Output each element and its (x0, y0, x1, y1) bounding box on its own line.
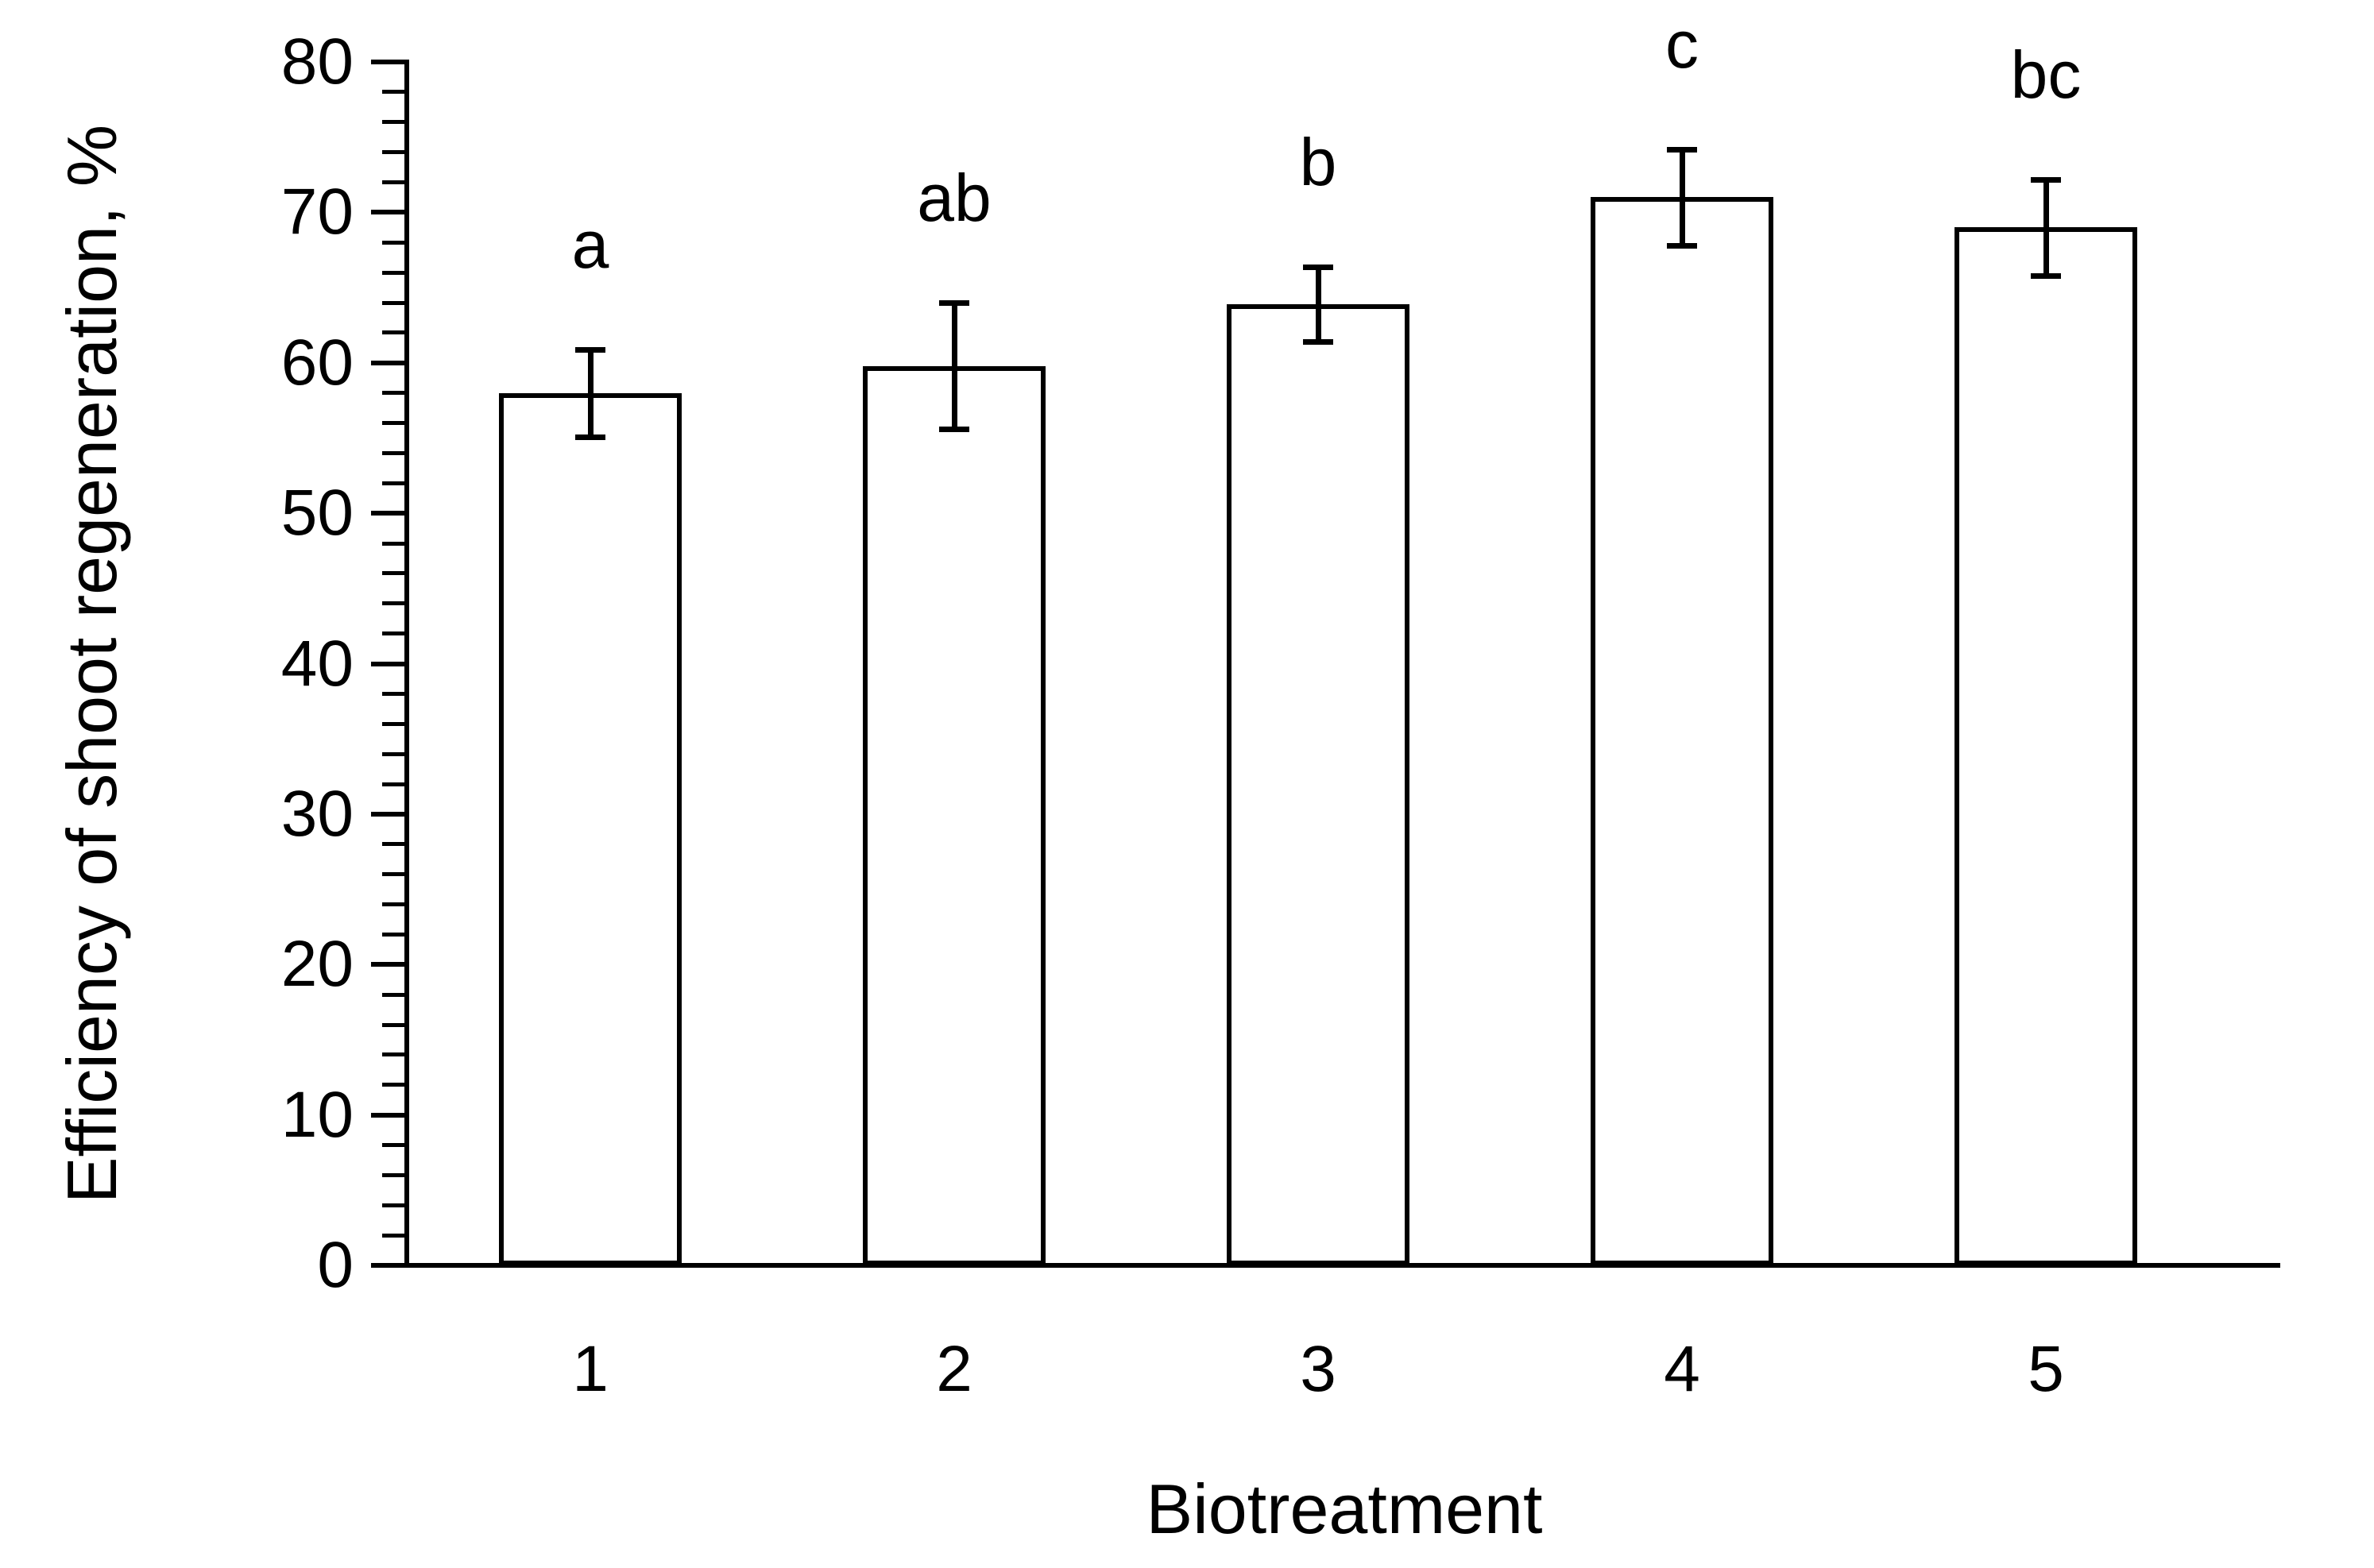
significance-letter: ab (917, 160, 992, 235)
y-minor-tick (382, 1022, 409, 1027)
y-minor-tick (382, 481, 409, 485)
x-tick-label: 3 (1300, 1333, 1336, 1405)
bar (1591, 197, 1773, 1265)
x-tick-label: 2 (936, 1333, 972, 1405)
error-bar-cap-bottom (575, 434, 605, 440)
error-bar (2043, 179, 2049, 276)
x-axis-line (404, 1263, 2280, 1268)
y-major-tick (371, 811, 409, 817)
y-minor-tick (382, 751, 409, 756)
bar (499, 392, 682, 1265)
y-minor-tick (382, 1233, 409, 1238)
y-minor-tick (382, 421, 409, 425)
error-bar-cap-top (575, 346, 605, 353)
error-bar-cap-bottom (939, 427, 969, 433)
x-tick-label: 1 (572, 1333, 609, 1405)
y-major-tick (371, 511, 409, 516)
y-major-tick (371, 60, 409, 64)
y-minor-tick (382, 300, 409, 305)
y-tick-label: 30 (280, 777, 354, 850)
bar (1954, 227, 2137, 1265)
x-tick-label: 4 (1664, 1333, 1700, 1405)
y-major-tick (371, 210, 409, 215)
bar (1227, 303, 1409, 1265)
y-major-tick (371, 360, 409, 365)
error-bar (1315, 266, 1321, 342)
error-bar-cap-top (2031, 176, 2061, 183)
y-minor-tick (382, 450, 409, 455)
y-tick-label: 50 (280, 477, 354, 550)
error-bar-cap-top (939, 300, 969, 306)
y-tick-label: 70 (280, 176, 354, 249)
error-bar (587, 349, 594, 437)
error-bar-cap-top (1667, 146, 1697, 153)
significance-letter: c (1665, 6, 1699, 82)
x-axis-title: Biotreatment (1146, 1470, 1543, 1548)
error-bar (1679, 149, 1685, 246)
y-minor-tick (382, 1052, 409, 1057)
error-bar (951, 303, 957, 430)
y-minor-tick (382, 902, 409, 906)
y-major-tick (371, 1263, 409, 1268)
error-bar-cap-bottom (2031, 272, 2061, 279)
error-bar-cap-top (1303, 264, 1333, 270)
y-minor-tick (382, 180, 409, 184)
y-minor-tick (382, 842, 409, 847)
y-minor-tick (382, 270, 409, 275)
y-major-tick (371, 1112, 409, 1118)
bar (863, 365, 1046, 1265)
y-minor-tick (382, 872, 409, 877)
significance-letter: a (571, 207, 609, 282)
y-minor-tick (382, 691, 409, 696)
y-minor-tick (382, 782, 409, 786)
y-minor-tick (382, 541, 409, 546)
y-minor-tick (382, 150, 409, 155)
significance-letter: bc (2010, 37, 2082, 112)
y-minor-tick (382, 601, 409, 606)
y-minor-tick (382, 631, 409, 636)
y-minor-tick (382, 120, 409, 125)
y-tick-label: 40 (280, 627, 354, 700)
y-minor-tick (382, 992, 409, 997)
y-tick-label: 0 (317, 1229, 354, 1301)
y-minor-tick (382, 330, 409, 335)
y-minor-tick (382, 1143, 409, 1147)
x-tick-label: 5 (2028, 1333, 2064, 1405)
y-minor-tick (382, 571, 409, 576)
error-bar-cap-bottom (1303, 339, 1333, 346)
significance-letter: b (1299, 124, 1337, 199)
y-minor-tick (382, 1083, 409, 1087)
y-major-tick (371, 661, 409, 666)
y-minor-tick (382, 240, 409, 245)
y-tick-label: 20 (280, 928, 354, 1001)
y-tick-label: 80 (280, 25, 354, 98)
y-major-tick (371, 962, 409, 967)
y-minor-tick (382, 932, 409, 937)
y-minor-tick (382, 90, 409, 95)
y-tick-label: 60 (280, 326, 354, 399)
y-minor-tick (382, 1203, 409, 1207)
y-minor-tick (382, 1172, 409, 1177)
y-minor-tick (382, 721, 409, 726)
error-bar-cap-bottom (1667, 243, 1697, 249)
y-tick-label: 10 (280, 1078, 354, 1151)
y-minor-tick (382, 391, 409, 396)
